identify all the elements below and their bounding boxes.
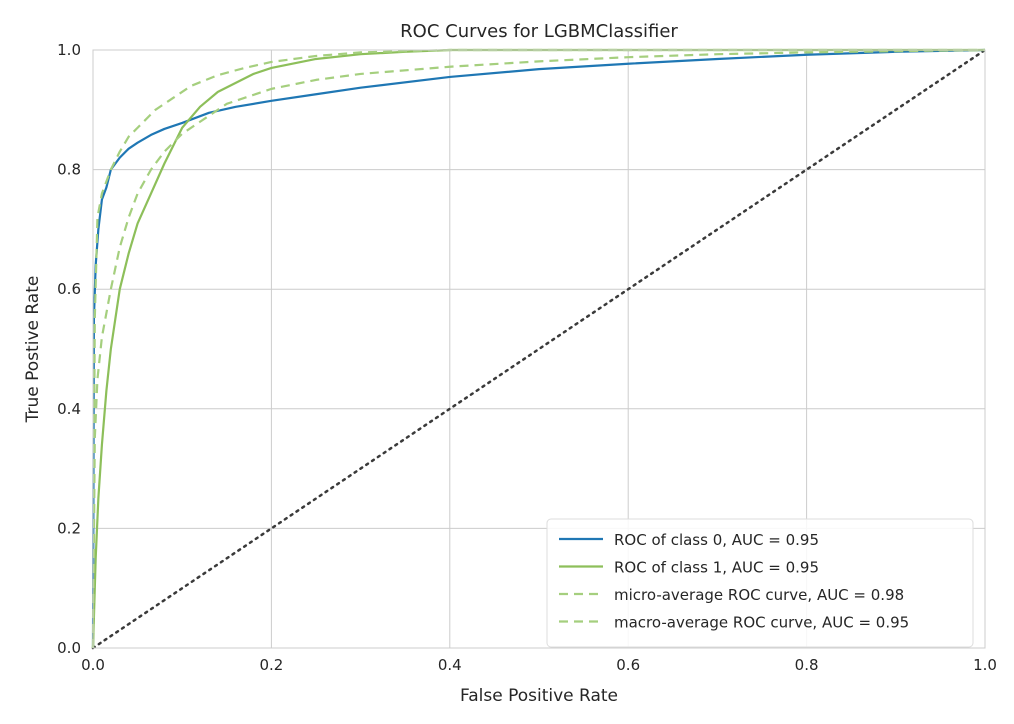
y-tick-label-0: 0.0 — [57, 639, 81, 657]
y-tick-label-2: 0.4 — [57, 400, 81, 418]
x-tick-label-2: 0.4 — [438, 656, 462, 674]
legend-entry-3: macro-average ROC curve, AUC = 0.95 — [614, 614, 909, 632]
grid — [92, 49, 986, 649]
legend-entry-1: ROC of class 1, AUC = 0.95 — [614, 559, 819, 577]
series-line-3 — [91, 48, 986, 649]
legend-entry-2: micro-average ROC curve, AUC = 0.98 — [614, 586, 904, 604]
y-axis-label: True Postive Rate — [23, 276, 43, 424]
x-tick-label-3: 0.6 — [616, 656, 640, 674]
y-tick-label-5: 1.0 — [57, 41, 81, 59]
chart-title: ROC Curves for LGBMClassifier — [400, 21, 678, 42]
legend: ROC of class 0, AUC = 0.95 ROC of class 1… — [546, 518, 974, 648]
y-tick-label-3: 0.6 — [57, 280, 81, 298]
plot-border — [92, 49, 986, 649]
series-line-0 — [91, 48, 986, 649]
x-axis-label: False Positive Rate — [460, 686, 618, 706]
x-tick-label-4: 0.8 — [795, 656, 819, 674]
y-tick-label-4: 0.8 — [57, 161, 81, 179]
y-tick-label-1: 0.2 — [57, 519, 81, 537]
x-tick-label-5: 1.0 — [973, 656, 997, 674]
series-line-4 — [91, 48, 987, 650]
x-tick-label-0: 0.0 — [81, 656, 105, 674]
ticks: 0.0 0.2 0.4 0.6 0.8 1.0 0.0 0.2 0.4 0.6 0.8 1.0 — [57, 41, 997, 674]
legend-box — [546, 518, 974, 648]
x-tick-label-1: 0.2 — [259, 656, 283, 674]
legend-entry-0: ROC of class 0, AUC = 0.95 — [614, 531, 819, 549]
